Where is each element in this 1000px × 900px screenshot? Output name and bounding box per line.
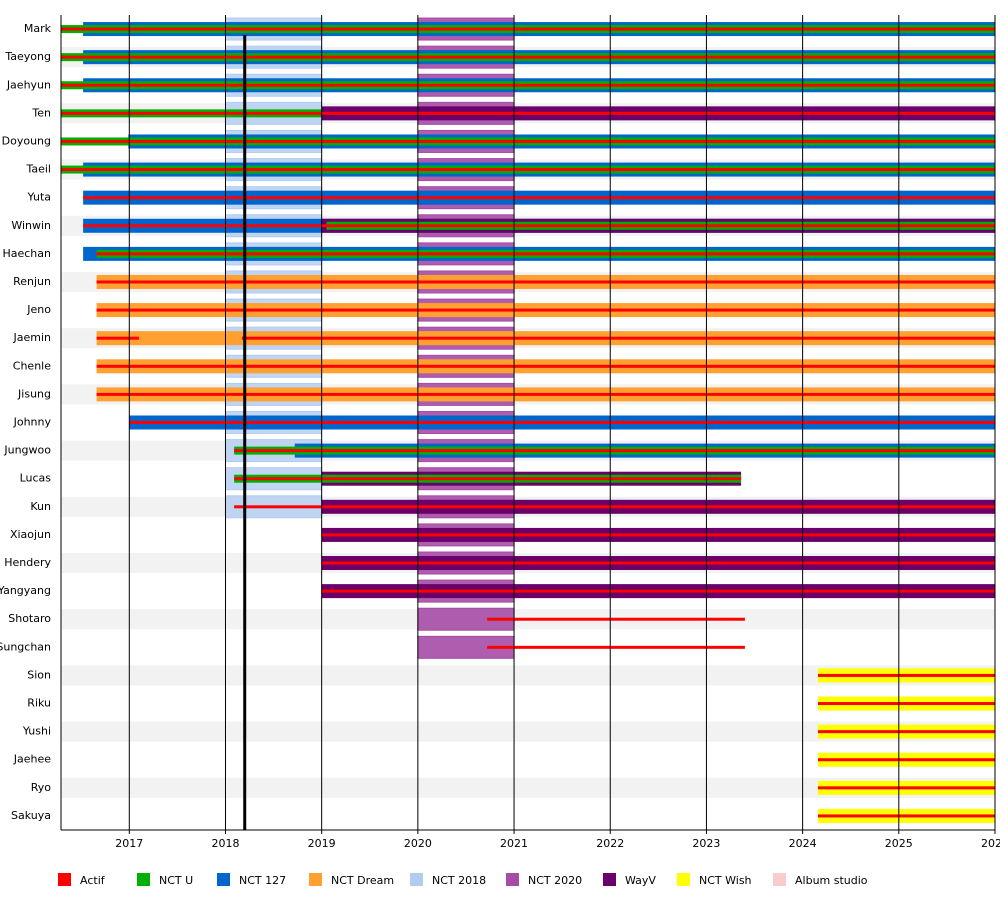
bar bbox=[61, 168, 995, 172]
y-tick-label: Jisung bbox=[17, 387, 51, 400]
x-tick-label: 2022 bbox=[596, 837, 624, 850]
bar bbox=[83, 196, 995, 200]
bar bbox=[818, 814, 995, 818]
bar bbox=[234, 477, 742, 481]
bar bbox=[96, 308, 996, 312]
legend-swatch bbox=[677, 873, 690, 886]
y-tick-label: Sion bbox=[27, 668, 51, 681]
legend-swatch bbox=[773, 873, 786, 886]
x-tick-label: 2023 bbox=[692, 837, 720, 850]
legend-label: NCT 2020 bbox=[528, 874, 582, 887]
y-tick-label: Yushi bbox=[22, 725, 51, 738]
x-tick-label: 2024 bbox=[789, 837, 817, 850]
y-tick-label: Jungwoo bbox=[3, 444, 51, 457]
bar bbox=[61, 111, 995, 115]
legend-swatch bbox=[217, 873, 230, 886]
bar bbox=[487, 617, 745, 621]
legend-swatch bbox=[309, 873, 322, 886]
y-tick-label: Yangyang bbox=[0, 584, 51, 597]
row-stripe bbox=[61, 777, 995, 798]
legend-swatch bbox=[58, 873, 71, 886]
bar bbox=[96, 392, 996, 396]
y-tick-label: Sungchan bbox=[0, 640, 51, 653]
y-tick-label: Mark bbox=[24, 22, 52, 35]
bar bbox=[818, 673, 995, 677]
legend-swatch bbox=[137, 873, 150, 886]
y-tick-label: Doyoung bbox=[2, 134, 51, 147]
y-tick-label: Hendery bbox=[4, 556, 51, 569]
legend-swatch bbox=[410, 873, 423, 886]
x-tick-label: 2021 bbox=[500, 837, 528, 850]
legend-label: Actif bbox=[80, 874, 106, 887]
legend-label: Album studio bbox=[795, 874, 868, 887]
x-tick-label: 2019 bbox=[308, 837, 336, 850]
bar bbox=[61, 83, 995, 87]
bar bbox=[234, 505, 995, 509]
bar bbox=[321, 561, 995, 565]
y-tick-label: Taeil bbox=[25, 163, 51, 176]
bar bbox=[818, 702, 995, 706]
bar bbox=[61, 27, 995, 31]
y-tick-label: Kun bbox=[30, 500, 51, 513]
legend-swatch bbox=[603, 873, 616, 886]
legend-label: NCT U bbox=[159, 874, 193, 887]
x-tick-label: 2025 bbox=[885, 837, 913, 850]
y-tick-label: Haechan bbox=[2, 247, 51, 260]
bar bbox=[321, 533, 995, 537]
y-tick-label: Yuta bbox=[27, 191, 51, 204]
bar bbox=[83, 224, 995, 228]
bar bbox=[61, 55, 995, 59]
bar bbox=[487, 645, 745, 649]
y-tick-label: Jeno bbox=[26, 303, 51, 316]
bar bbox=[241, 336, 996, 340]
y-tick-label: Lucas bbox=[20, 472, 52, 485]
row-stripe bbox=[61, 665, 995, 686]
bar bbox=[96, 252, 996, 256]
y-tick-label: Ryo bbox=[31, 781, 52, 794]
legend-label: NCT Dream bbox=[331, 874, 394, 887]
bar bbox=[129, 421, 995, 424]
y-tick-label: Sakuya bbox=[11, 809, 51, 822]
bar bbox=[818, 786, 995, 790]
bar bbox=[234, 449, 995, 453]
legend-label: NCT 127 bbox=[239, 874, 286, 887]
y-tick-label: Xiaojun bbox=[10, 528, 51, 541]
y-tick-label: Johnny bbox=[13, 416, 52, 429]
y-tick-label: Jaemin bbox=[13, 331, 52, 344]
y-tick-label: Riku bbox=[27, 697, 51, 710]
y-tick-label: Ten bbox=[31, 106, 51, 119]
x-tick-label: 2026 bbox=[981, 837, 1000, 850]
y-tick-label: Renjun bbox=[13, 275, 51, 288]
y-tick-label: Taeyong bbox=[4, 50, 51, 63]
bar bbox=[321, 589, 995, 593]
x-tick-label: 2020 bbox=[404, 837, 432, 850]
bar bbox=[96, 364, 996, 368]
bar bbox=[96, 280, 996, 284]
legend-label: NCT Wish bbox=[699, 874, 752, 887]
legend-swatch bbox=[506, 873, 519, 886]
y-tick-label: Shotaro bbox=[8, 612, 51, 625]
legend-label: NCT 2018 bbox=[432, 874, 486, 887]
y-tick-label: Winwin bbox=[11, 219, 51, 232]
legend-label: WayV bbox=[625, 874, 656, 887]
bar bbox=[818, 730, 995, 734]
bar bbox=[61, 139, 995, 143]
x-tick-label: 2018 bbox=[211, 837, 239, 850]
bar bbox=[96, 336, 139, 340]
y-tick-label: Jaehyun bbox=[6, 78, 51, 91]
y-tick-label: Jaehee bbox=[13, 753, 51, 766]
y-tick-label: Chenle bbox=[13, 359, 51, 372]
x-tick-label: 2017 bbox=[115, 837, 143, 850]
bar bbox=[818, 758, 995, 762]
row-stripe bbox=[61, 721, 995, 742]
